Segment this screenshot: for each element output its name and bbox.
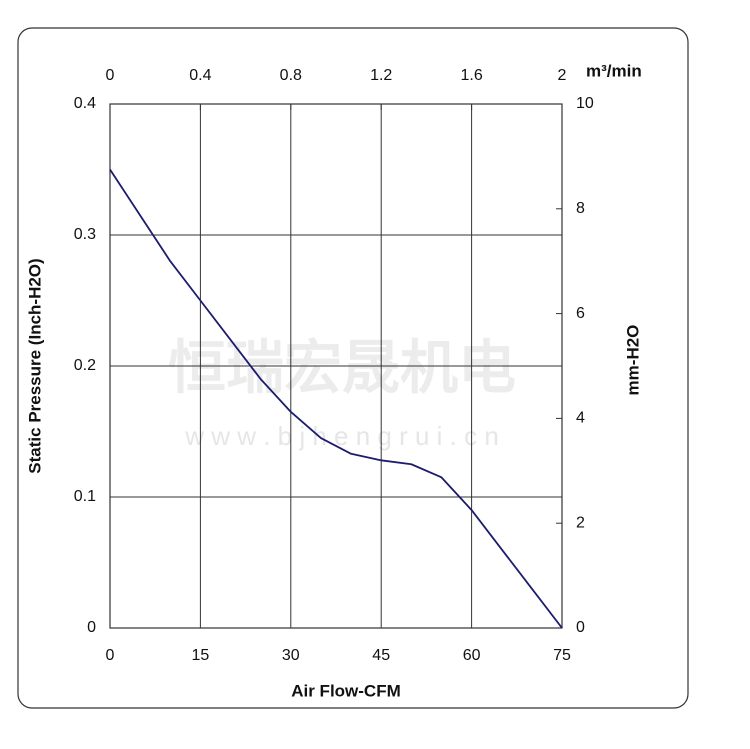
- y2-tick-label: 6: [576, 305, 585, 322]
- y-tick-label: 0.3: [74, 226, 96, 243]
- x2-axis-title: m³/min: [586, 61, 642, 80]
- x-tick-label: 75: [553, 647, 571, 664]
- y2-tick-label: 8: [576, 200, 585, 217]
- y2-tick-label: 0: [576, 619, 585, 636]
- x-tick-label: 15: [192, 647, 210, 664]
- watermark-name: 恒瑞宏晟机电: [168, 335, 516, 400]
- y-tick-label: 0.2: [74, 357, 96, 374]
- x-tick-label: 45: [372, 647, 390, 664]
- y-tick-label: 0: [87, 619, 96, 636]
- y2-axis-title: mm-H2O: [623, 325, 642, 396]
- x2-tick-label: 0: [106, 67, 115, 84]
- x-tick-label: 30: [282, 647, 300, 664]
- frame: [17, 27, 689, 709]
- y2-tick-label: 4: [576, 410, 585, 427]
- x-tick-label: 0: [106, 647, 115, 664]
- x2-tick-label: 1.2: [370, 67, 392, 84]
- x-axis-title: Air Flow-CFM: [291, 681, 401, 700]
- x-tick-label: 60: [463, 647, 481, 664]
- x2-tick-label: 0.4: [189, 67, 211, 84]
- watermark-url: w w w . b j h e n g r u i . c n: [184, 421, 499, 451]
- plot-border: [109, 103, 563, 629]
- x2-tick-label: 2: [558, 67, 567, 84]
- y-tick-label: 0.4: [74, 95, 96, 112]
- x2-tick-label: 0.8: [280, 67, 302, 84]
- x2-tick-label: 1.6: [460, 67, 482, 84]
- curve: [109, 169, 563, 629]
- y-tick-label: 0.1: [74, 488, 96, 505]
- y-axis-title: Static Pressure (Inch-H2O): [25, 258, 44, 473]
- y2-tick-label: 2: [576, 514, 585, 531]
- y2-tick-label: 10: [576, 95, 594, 112]
